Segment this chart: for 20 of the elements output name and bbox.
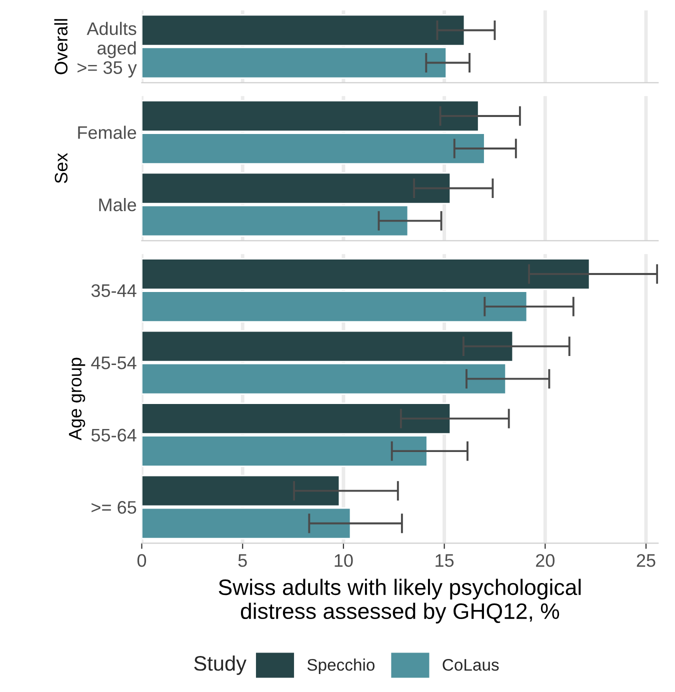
y-tick-label: Male [99,198,136,212]
x-tick-label: 0 [137,554,146,567]
y-tick-label: Adults aged >= 35 y [78,22,137,78]
y-tick-label: 35-44 [91,284,136,298]
legend-label: CoLaus [442,658,499,671]
x-tick-label: 15 [436,554,454,567]
y-axis-title: Overall [54,19,68,74]
x-tick-label: 20 [536,554,555,567]
y-tick-label: 45-54 [91,356,136,370]
x-tick-label: 5 [238,554,247,567]
y-axis-title: Age group [68,358,86,440]
y-tick-label: >= 65 [92,501,136,514]
y-axis-title: Sex [54,153,68,184]
x-tick-label: 25 [636,554,656,567]
y-tick-label: 55-64 [91,428,136,442]
y-tick-label: Female [78,126,136,139]
legend-label: Specchio [307,658,375,674]
x-axis-title: Swiss adults with likely psychological distress assessed by GHQ12, % [218,578,581,624]
x-tick-label: 10 [334,554,353,567]
legend-title: Study [194,656,246,675]
